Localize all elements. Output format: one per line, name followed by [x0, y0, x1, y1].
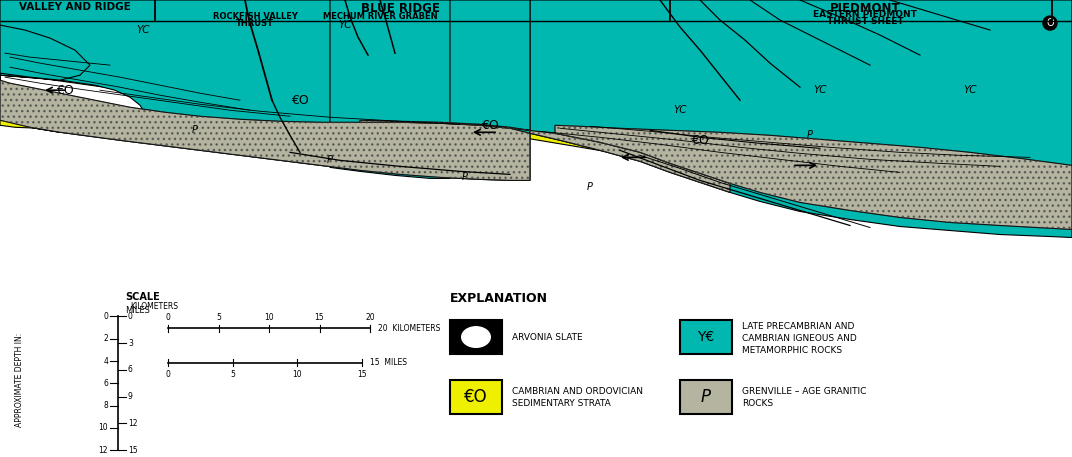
Text: 0: 0 — [103, 312, 108, 321]
Text: 6: 6 — [103, 379, 108, 388]
Text: APPROXIMATE DEPTH IN:: APPROXIMATE DEPTH IN: — [15, 333, 25, 427]
Text: 15: 15 — [128, 446, 137, 455]
Text: SEDIMENTARY STRATA: SEDIMENTARY STRATA — [512, 399, 611, 409]
Circle shape — [1043, 16, 1057, 30]
Text: GRENVILLE – AGE GRANITIC: GRENVILLE – AGE GRANITIC — [742, 388, 866, 396]
Polygon shape — [0, 73, 95, 128]
Polygon shape — [0, 25, 90, 80]
Polygon shape — [0, 80, 530, 181]
Text: €O: €O — [464, 388, 488, 406]
Text: 0: 0 — [165, 314, 170, 323]
Text: 15  MILES: 15 MILES — [370, 358, 407, 367]
Text: P: P — [462, 172, 468, 182]
Text: €O: €O — [691, 134, 709, 147]
Polygon shape — [360, 120, 730, 192]
Text: THRUST SHEET: THRUST SHEET — [827, 17, 904, 26]
Text: 5: 5 — [230, 370, 235, 378]
Text: P: P — [701, 388, 711, 406]
Text: MILES: MILES — [125, 306, 150, 315]
Text: €O: €O — [292, 94, 309, 107]
Text: 9: 9 — [128, 392, 133, 401]
Text: 15: 15 — [315, 314, 325, 323]
Text: METAMORPHIC ROCKS: METAMORPHIC ROCKS — [742, 346, 843, 355]
Text: 3: 3 — [128, 339, 133, 348]
Text: YC: YC — [339, 20, 352, 30]
Text: O: O — [1046, 18, 1054, 28]
Text: YC: YC — [136, 25, 150, 35]
FancyBboxPatch shape — [450, 380, 502, 414]
Text: 5: 5 — [217, 314, 221, 323]
Text: CAMBRIAN AND ORDOVICIAN: CAMBRIAN AND ORDOVICIAN — [512, 388, 643, 396]
Text: KILOMETERS: KILOMETERS — [130, 303, 178, 311]
Text: P: P — [192, 125, 198, 135]
Text: 10: 10 — [293, 370, 302, 378]
Text: P: P — [807, 130, 813, 140]
Text: 12: 12 — [99, 446, 108, 455]
Text: ROCKFISH VALLEY: ROCKFISH VALLEY — [212, 12, 297, 21]
Polygon shape — [0, 0, 530, 181]
Text: 2: 2 — [103, 334, 108, 343]
Text: 15: 15 — [357, 370, 367, 378]
Text: 20  KILOMETERS: 20 KILOMETERS — [378, 324, 441, 333]
Text: YC: YC — [673, 105, 687, 115]
Text: 0: 0 — [165, 370, 170, 378]
Text: P: P — [587, 182, 593, 192]
Text: SCALE: SCALE — [125, 292, 160, 303]
Polygon shape — [555, 125, 1072, 229]
Text: YC: YC — [964, 85, 977, 95]
Text: 20: 20 — [366, 314, 375, 323]
Text: VALLEY AND RIDGE: VALLEY AND RIDGE — [19, 2, 131, 12]
Text: EXPLANATION: EXPLANATION — [450, 292, 548, 305]
Text: LATE PRECAMBRIAN AND: LATE PRECAMBRIAN AND — [742, 322, 854, 331]
Text: 12: 12 — [128, 419, 137, 428]
Text: ARVONIA SLATE: ARVONIA SLATE — [512, 333, 582, 341]
FancyBboxPatch shape — [680, 320, 732, 354]
Text: BLUE RIDGE: BLUE RIDGE — [360, 2, 440, 15]
Text: Y€: Y€ — [698, 330, 715, 344]
Polygon shape — [0, 50, 1072, 286]
Text: YC: YC — [814, 85, 827, 95]
Text: 0: 0 — [128, 312, 133, 321]
Text: €O: €O — [56, 84, 74, 97]
Text: €O: €O — [481, 119, 498, 132]
Ellipse shape — [462, 327, 490, 347]
Text: THRUST: THRUST — [236, 19, 274, 28]
FancyBboxPatch shape — [450, 320, 502, 354]
Text: PIEDMONT: PIEDMONT — [830, 2, 900, 15]
Text: MECHUM RIVER GRABEN: MECHUM RIVER GRABEN — [323, 12, 437, 21]
Polygon shape — [530, 0, 1072, 238]
Text: 10: 10 — [99, 423, 108, 432]
Text: 8: 8 — [103, 401, 108, 410]
Text: ROCKS: ROCKS — [742, 399, 773, 409]
FancyBboxPatch shape — [680, 380, 732, 414]
Text: 6: 6 — [128, 366, 133, 374]
Text: 4: 4 — [103, 356, 108, 366]
Polygon shape — [330, 0, 450, 178]
Polygon shape — [0, 50, 1072, 229]
Text: CAMBRIAN IGNEOUS AND: CAMBRIAN IGNEOUS AND — [742, 334, 857, 343]
Text: EASTERN PIEDMONT: EASTERN PIEDMONT — [813, 10, 917, 19]
Text: 10: 10 — [264, 314, 273, 323]
Text: P: P — [327, 155, 333, 165]
